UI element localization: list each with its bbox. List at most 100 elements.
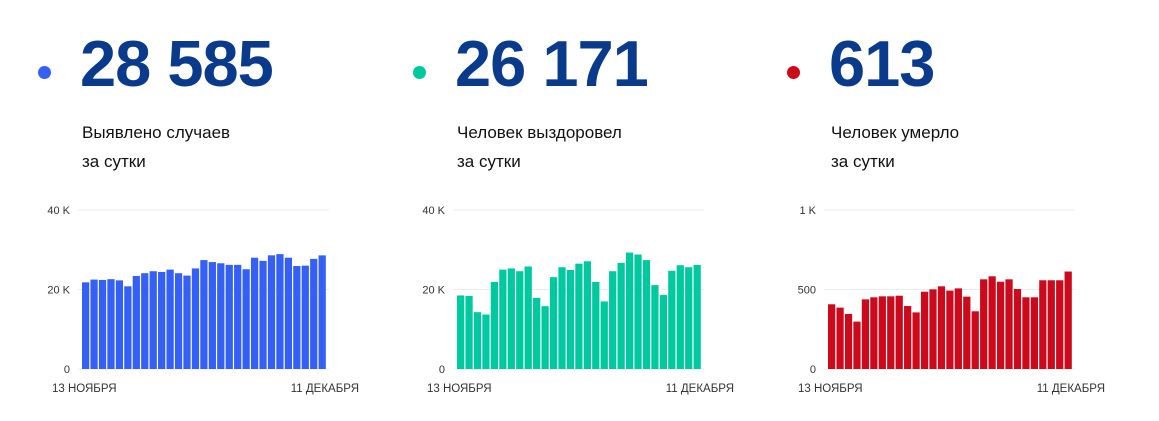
bar	[668, 270, 676, 369]
bar	[920, 291, 929, 369]
caption-line: Человек выздоровел	[457, 123, 622, 142]
bar	[625, 252, 634, 369]
bar	[693, 264, 701, 369]
bar	[980, 279, 988, 369]
bar	[208, 262, 216, 369]
bar	[541, 306, 549, 369]
recovered-chart: 0 20 K 40 K 13 НОЯБРЯ 11 ДЕКАБРЯ	[422, 205, 734, 395]
bar	[676, 265, 684, 369]
bar	[1064, 271, 1072, 369]
x-start-label: 13 НОЯБРЯ	[798, 383, 863, 395]
cases-count: 28 585	[80, 27, 274, 100]
bar	[507, 268, 515, 369]
bar	[310, 258, 318, 369]
caption-line: Выявлено случаев	[82, 123, 231, 142]
bar	[1047, 280, 1055, 369]
bar	[107, 279, 115, 369]
bar	[844, 313, 853, 369]
deaths-chart: 0 500 1 K 13 НОЯБРЯ 11 ДЕКАБРЯ	[798, 205, 1105, 395]
deaths-panel: 613 Человек умерло за сутки 0 500 1 K 13 НОЯ…	[749, 0, 1124, 421]
bar	[457, 295, 465, 369]
bar	[90, 279, 98, 369]
deaths-caption: Человек умерло за сутки	[831, 118, 959, 176]
bar	[516, 271, 524, 369]
bar	[234, 264, 242, 369]
bar	[870, 297, 878, 369]
bar	[115, 280, 124, 369]
recovered-panel: 26 171 Человек выздоровел за сутки 0 20 K 4…	[375, 0, 750, 421]
bar	[132, 275, 140, 369]
x-end-label: 11 ДЕКАБРЯ	[1037, 383, 1105, 395]
bar	[276, 254, 284, 369]
bar	[158, 272, 166, 369]
bar	[558, 267, 566, 369]
cases-dot-icon	[38, 66, 51, 79]
bar	[549, 277, 558, 369]
x-start-label: 13 НОЯБРЯ	[427, 383, 492, 395]
bar	[259, 260, 267, 369]
bar	[524, 266, 532, 369]
bar	[988, 276, 996, 369]
recovered-caption: Человек выздоровел за сутки	[457, 118, 622, 176]
y-tick-label: 40 K	[47, 205, 70, 217]
bar	[634, 254, 642, 369]
bar	[659, 295, 668, 369]
deaths-dot-icon	[787, 66, 800, 79]
bar	[533, 297, 541, 369]
bar	[225, 264, 233, 369]
x-end-label: 11 ДЕКАБРЯ	[291, 383, 359, 395]
bar	[963, 296, 971, 369]
bar	[1039, 280, 1047, 369]
bar	[954, 288, 962, 369]
caption-line: за сутки	[82, 152, 146, 171]
bar	[861, 299, 870, 369]
recovered-dot-icon	[413, 66, 426, 79]
bar	[1030, 297, 1039, 369]
bar	[904, 306, 912, 369]
bar	[149, 271, 157, 369]
bar	[575, 263, 583, 369]
bar	[490, 281, 499, 369]
x-start-label: 13 НОЯБРЯ	[52, 383, 117, 395]
caption-line: за сутки	[457, 152, 521, 171]
y-tick-label: 20 K	[47, 285, 70, 297]
bar	[895, 295, 903, 369]
bar	[1056, 280, 1064, 369]
bar	[465, 295, 473, 369]
bar	[1013, 289, 1022, 369]
bar	[937, 286, 946, 369]
bar	[583, 261, 591, 369]
bar	[473, 312, 482, 369]
bar	[971, 311, 979, 369]
bar	[685, 267, 693, 369]
bar	[141, 273, 149, 369]
y-tick-label: 40 K	[422, 205, 445, 217]
bar	[836, 307, 844, 369]
bar	[929, 289, 937, 369]
bar	[318, 255, 326, 369]
bar	[946, 290, 954, 369]
bar	[828, 304, 836, 369]
bar	[183, 275, 191, 369]
deaths-count: 613	[829, 27, 935, 100]
bar	[651, 285, 659, 369]
cases-panel: 28 585 Выявлено случаев за сутки 0 20 K 40 …	[0, 0, 375, 421]
bar	[250, 257, 259, 369]
bar	[82, 282, 90, 369]
bar	[617, 262, 625, 369]
caption-line: за сутки	[831, 152, 895, 171]
bar	[499, 269, 507, 369]
bar	[166, 269, 174, 369]
bar	[1022, 297, 1030, 369]
bar	[878, 296, 886, 369]
bar	[301, 265, 309, 369]
y-tick-label: 0	[439, 364, 445, 376]
bar	[200, 260, 208, 369]
bar	[124, 286, 132, 369]
bar	[174, 273, 183, 369]
caption-line: Человек умерло	[831, 123, 960, 142]
bar	[191, 268, 200, 369]
bar	[853, 321, 861, 369]
cases-chart: 0 20 K 40 K 13 НОЯБРЯ 11 ДЕКАБРЯ	[47, 205, 359, 395]
bar	[600, 301, 608, 369]
